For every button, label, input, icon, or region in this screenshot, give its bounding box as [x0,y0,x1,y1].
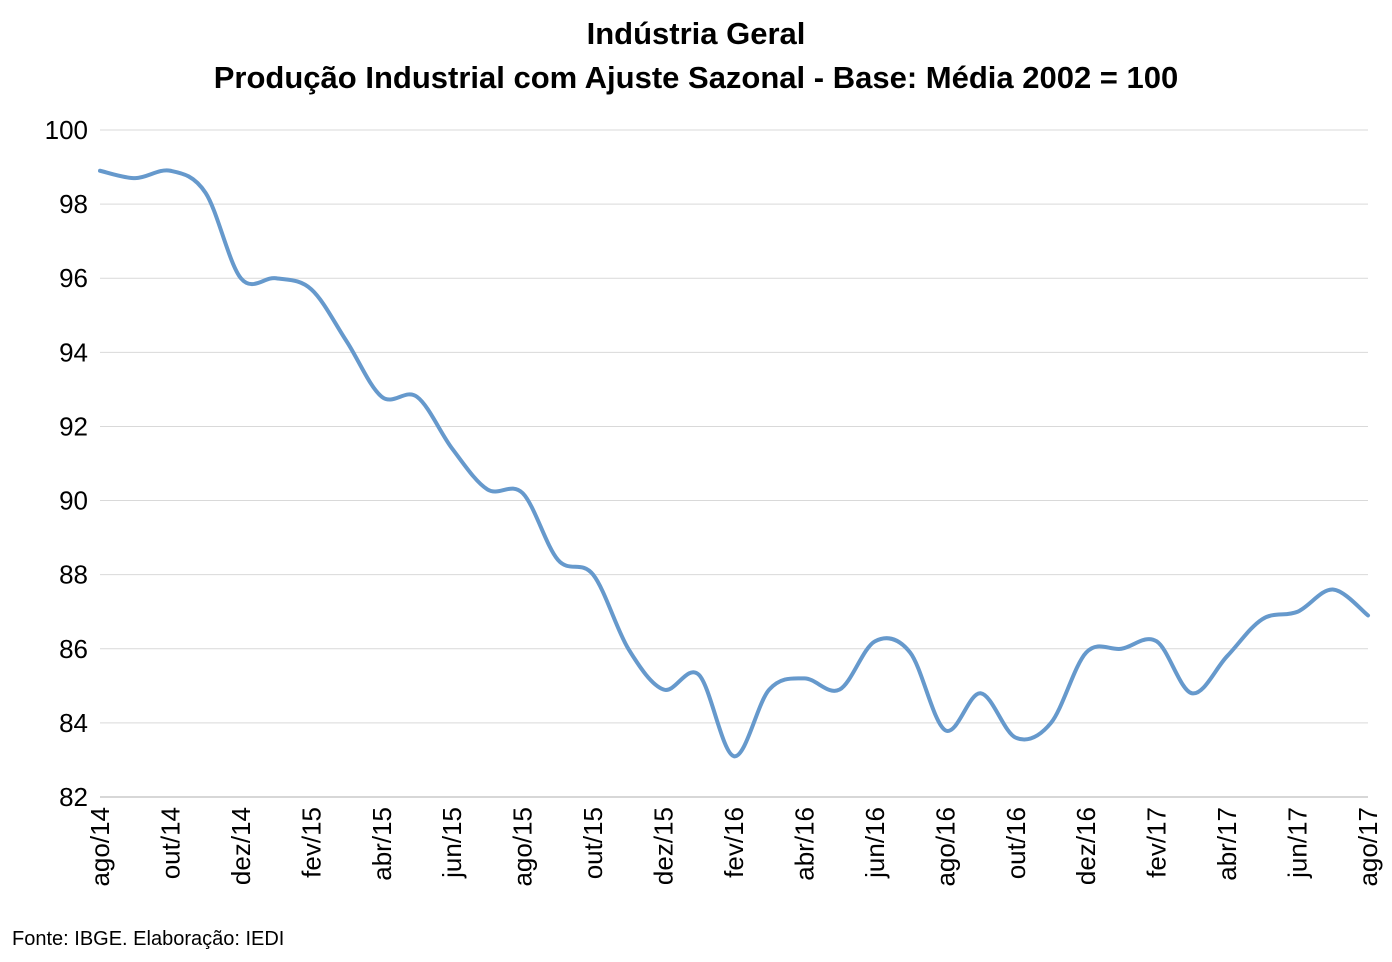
y-axis-ticks: 100 98 96 94 92 90 88 86 84 82 [45,115,88,812]
x-tick-label: ago/14 [85,807,115,887]
data-point [1190,691,1194,695]
data-point [838,688,842,692]
x-tick-label: out/15 [578,807,608,879]
y-tick-label: 98 [59,189,88,219]
data-point [239,276,243,280]
data-point [556,558,560,562]
x-tick-label: dez/16 [1071,807,1101,885]
data-point [1014,736,1018,740]
data-point [1049,721,1053,725]
x-tick-label: jun/17 [1283,807,1313,879]
data-point [1119,647,1123,651]
x-axis-ticks: ago/14 out/14 dez/14 fev/15 abr/15 jun/15 ago/… [85,807,1383,887]
y-tick-label: 82 [59,782,88,812]
x-tick-label: ago/15 [508,807,538,887]
data-point [168,169,172,173]
gridlines [100,129,1368,798]
y-tick-label: 100 [45,115,88,145]
data-point [979,691,983,695]
data-point [309,287,313,291]
chart-title: Indústria Geral [587,16,806,51]
data-point [1296,610,1300,614]
data-point [1084,650,1088,654]
y-tick-label: 88 [59,560,88,590]
data-point [415,395,419,399]
x-tick-label: ago/17 [1353,807,1383,887]
x-tick-label: dez/14 [226,807,256,885]
x-tick-label: jun/15 [437,807,467,879]
x-tick-label: out/16 [1001,807,1031,879]
data-point [697,673,701,677]
data-point [1225,654,1229,658]
x-tick-label: fev/17 [1142,807,1172,878]
data-point [732,754,736,758]
x-tick-label: abr/15 [367,807,397,881]
y-tick-label: 90 [59,486,88,516]
x-tick-label: dez/15 [649,807,679,885]
x-tick-label: out/14 [155,807,185,879]
data-point [345,339,349,343]
data-point [873,639,877,643]
y-tick-label: 92 [59,411,88,441]
y-tick-label: 94 [59,337,88,367]
x-tick-label: fev/15 [296,807,326,878]
data-point [1366,613,1370,617]
data-point [662,688,666,692]
series-layer [98,168,1370,759]
data-point [98,169,102,173]
data-point [767,688,771,692]
data-point [450,447,454,451]
data-point [943,728,947,732]
chart-subtitle: Produção Industrial com Ajuste Sazonal -… [214,60,1178,95]
data-point [204,191,208,195]
series-line [98,168,1370,759]
x-tick-label: fev/16 [719,807,749,878]
x-tick-label: jun/16 [860,807,890,879]
source-note: Fonte: IBGE. Elaboração: IEDI [12,928,285,950]
x-tick-label: abr/16 [789,807,819,881]
data-point [133,176,137,180]
data-point [1260,617,1264,621]
data-point [1155,639,1159,643]
data-point [485,487,489,491]
y-tick-label: 96 [59,263,88,293]
data-point [380,395,384,399]
data-point [591,573,595,577]
data-point [1331,587,1335,591]
y-tick-label: 86 [59,634,88,664]
y-tick-label: 84 [59,708,88,738]
data-point [521,491,525,495]
x-tick-label: abr/17 [1212,807,1242,881]
data-point [802,676,806,680]
data-point [274,276,278,280]
x-tick-label: ago/16 [930,807,960,887]
data-point [908,650,912,654]
data-point [626,647,630,651]
